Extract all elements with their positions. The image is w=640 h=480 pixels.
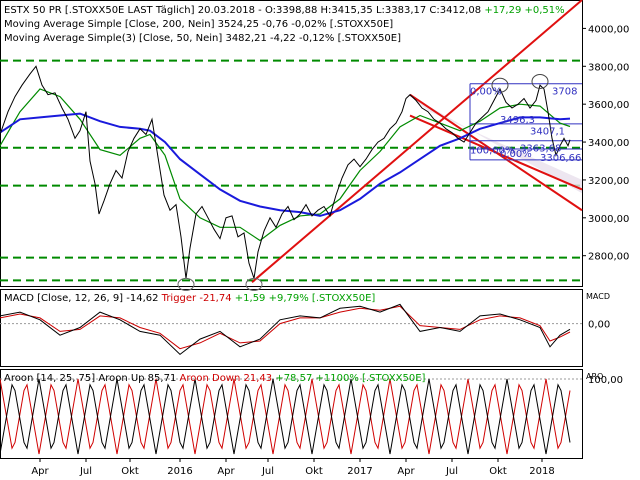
fib-label: 3496,3 bbox=[500, 115, 535, 126]
high-marker-circle bbox=[531, 73, 549, 89]
trigger-line bbox=[0, 305, 571, 350]
fib-label: 0,00% bbox=[470, 87, 502, 98]
sma200-legend: Moving Average Simple [Close, 200, Nein]… bbox=[4, 19, 393, 30]
sma50-legend: Moving Average Simple(3) [Close, 50, Nei… bbox=[4, 33, 401, 44]
x-tick-label: 2018 bbox=[529, 466, 554, 477]
aroon-axis-title: ARO bbox=[586, 372, 603, 381]
x-tick-label: Okt bbox=[305, 466, 323, 477]
price-line bbox=[0, 65, 571, 279]
fib-label: 100,00% bbox=[470, 145, 515, 156]
x-tick-label: Apr bbox=[217, 466, 235, 477]
aroon-y-tick-label: 100,00 bbox=[588, 375, 623, 386]
x-tick-label: Okt bbox=[121, 466, 139, 477]
fib-label: 3306,66 bbox=[540, 153, 581, 164]
header-prefix: ESTX 50 PR [.STOXX50E LAST Täglich] 20.0… bbox=[4, 5, 481, 16]
macd-y-tick-label: 0,00 bbox=[588, 320, 610, 331]
macd-axis-title: MACD bbox=[586, 292, 610, 301]
high-marker-circle bbox=[491, 77, 509, 93]
y-tick-label: 3400,00 bbox=[588, 138, 629, 149]
macd-panel-frame bbox=[0, 289, 583, 367]
price-header-line1: ESTX 50 PR [.STOXX50E LAST Täglich] 20.0… bbox=[4, 5, 565, 16]
aroon-up-line bbox=[0, 378, 571, 455]
low-marker-circle bbox=[177, 277, 195, 291]
y-tick-label: 4000,00 bbox=[588, 24, 629, 35]
header-change: +17,29 +0,51% bbox=[481, 5, 565, 16]
sma200-line bbox=[0, 112, 571, 217]
y-tick-label: 3000,00 bbox=[588, 214, 629, 225]
aroon-down-line bbox=[0, 378, 571, 455]
fib-label: 3407,1 bbox=[530, 126, 565, 137]
x-tick-label: 2016 bbox=[167, 466, 192, 477]
macd-line bbox=[0, 303, 571, 356]
low-marker-circle bbox=[245, 277, 263, 291]
x-tick-label: Jul bbox=[445, 466, 458, 477]
x-tick-label: Jul bbox=[261, 466, 274, 477]
price-panel-frame bbox=[0, 0, 583, 287]
fib-label: 3708 bbox=[552, 87, 577, 98]
fib-label: 0,00% bbox=[500, 149, 532, 160]
y-tick-label: 2800,00 bbox=[588, 252, 629, 263]
x-tick-label: Okt bbox=[489, 466, 507, 477]
x-tick-label: Apr bbox=[31, 466, 49, 477]
aroon-header: Aroon [14, 25, 75] Aroon Up 85,71 Aroon … bbox=[4, 373, 426, 384]
y-tick-label: 3800,00 bbox=[588, 62, 629, 73]
x-tick-label: 2017 bbox=[347, 466, 372, 477]
macd-header: MACD [Close, 12, 26, 9] -14,62 Trigger -… bbox=[4, 293, 375, 304]
y-tick-label: 3200,00 bbox=[588, 176, 629, 187]
y-tick-label: 3600,00 bbox=[588, 100, 629, 111]
fib-label: 3363,68 bbox=[520, 144, 561, 155]
downtrend-line-lower bbox=[409, 114, 583, 191]
x-tick-label: Jul bbox=[79, 466, 92, 477]
uptrend-line bbox=[251, 0, 583, 283]
sma50-line bbox=[0, 88, 571, 242]
x-tick-label: Apr bbox=[397, 466, 415, 477]
